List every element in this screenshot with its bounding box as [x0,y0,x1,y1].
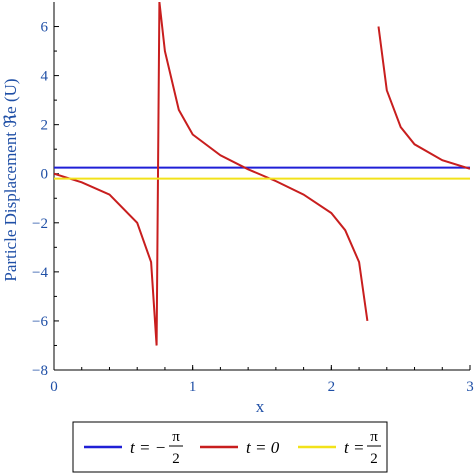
y-tick-label: −2 [32,216,48,232]
x-tick-label: 0 [50,379,58,395]
legend: t = − π 2 t = 0 t = π 2 [72,421,388,473]
x-tick-label: 3 [466,379,474,395]
y-tick-label: 0 [41,167,49,183]
y-tick-label: −6 [32,314,48,330]
legend-label-3: t = [344,438,364,457]
legend-fraction-num: π [172,429,180,445]
y-tick-label: −8 [32,363,48,379]
x-axis-label: x [256,397,265,416]
legend-fraction-den: 2 [172,451,180,467]
tick-labels: 0 1 2 3 −8 −6 −4 −2 0 2 4 6 [32,20,474,395]
x-tick-label: 1 [189,379,197,395]
y-tick-label: 2 [41,118,49,134]
y-axis-label: Particle Displacement ℜe (U) [1,78,20,281]
y-tick-label: 4 [41,69,49,85]
x-tick-label: 2 [328,379,336,395]
legend-fraction-den: 2 [370,451,378,467]
legend-label-1: t = − [130,438,166,457]
axes [53,2,471,371]
y-tick-label: −4 [32,265,48,281]
y-tick-label: 6 [41,20,49,36]
legend-fraction-num: π [370,429,378,445]
series-line-2 [54,2,470,346]
series-layer [54,2,470,346]
legend-label-2: t = 0 [246,438,280,457]
